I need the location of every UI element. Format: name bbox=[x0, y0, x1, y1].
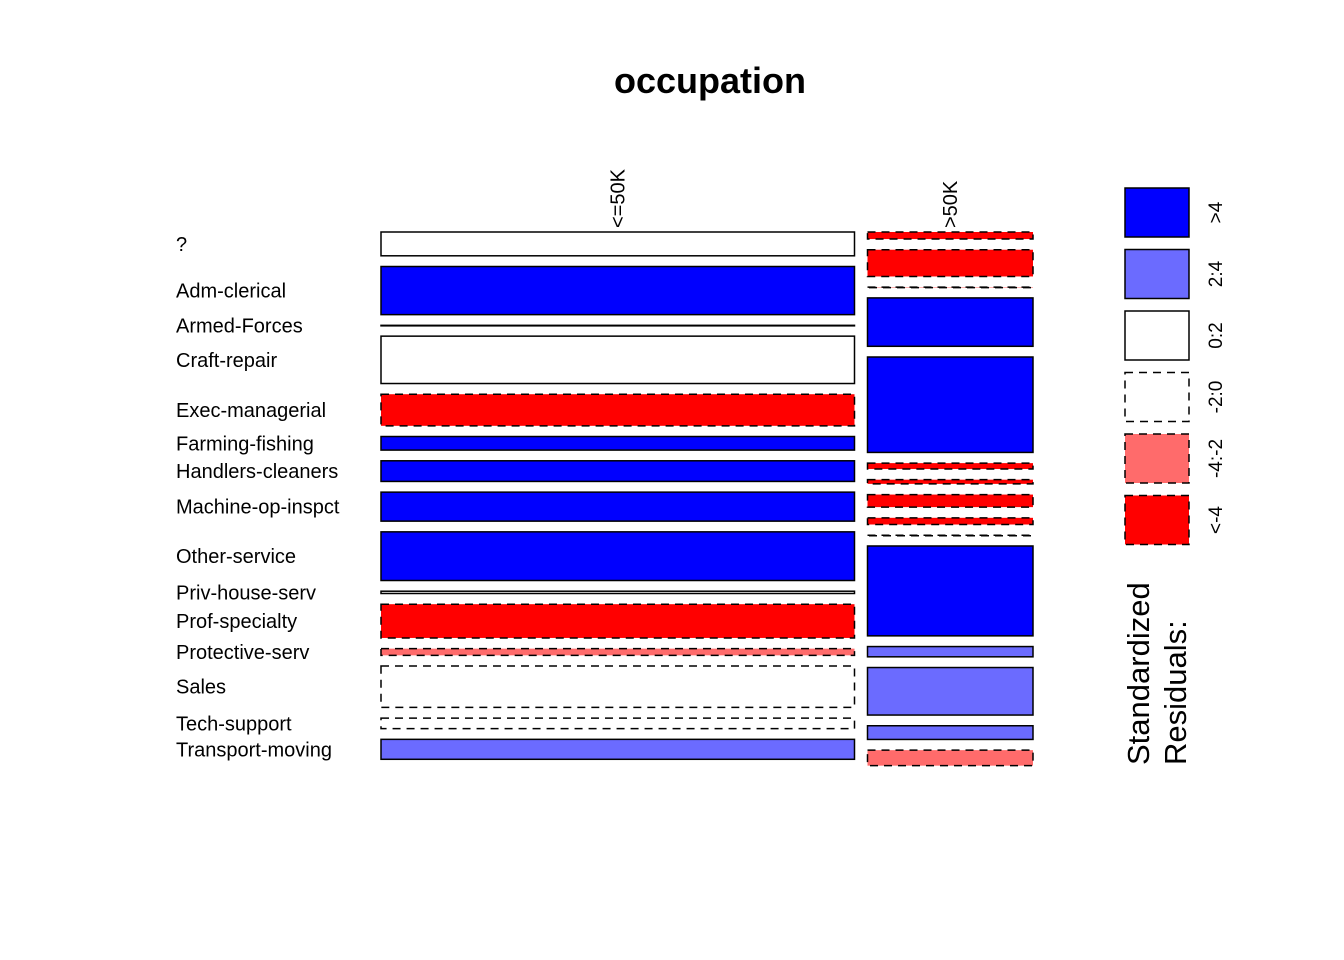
row-label-craft-repair: Craft-repair bbox=[176, 350, 277, 372]
row-label-priv-house-serv: Priv-house-serv bbox=[176, 582, 316, 604]
tile-machine-op-inspct-50k bbox=[380, 491, 856, 522]
tile-exec-managerial-50k bbox=[380, 393, 856, 427]
tile-tech-support-50k bbox=[380, 717, 856, 730]
tile-tech-support-50k bbox=[866, 725, 1034, 741]
tile-transport-moving-50k bbox=[380, 738, 856, 761]
row-label-other-service: Other-service bbox=[176, 546, 296, 568]
legend-swatch-2 bbox=[1124, 310, 1190, 361]
tile--50k bbox=[380, 231, 856, 257]
legend: >4 2:4 0:2 -2:0 -4:-2 <-4 Standardized Residual… bbox=[1121, 187, 1227, 765]
legend-title-line-1: Residuals: bbox=[1158, 620, 1193, 765]
legend-label-5: <-4 bbox=[1206, 506, 1227, 534]
row-label-unknown: ? bbox=[176, 234, 187, 256]
tile-priv-house-serv-50k bbox=[866, 534, 1034, 537]
row-label-tech-support: Tech-support bbox=[176, 713, 292, 735]
tile-protective-serv-50k bbox=[866, 645, 1034, 658]
tile-sales-50k bbox=[380, 665, 856, 709]
legend-swatch-1 bbox=[1124, 248, 1190, 300]
row-label-machine-op-inspct: Machine-op-inspct bbox=[176, 497, 340, 519]
row-label-exec-managerial: Exec-managerial bbox=[176, 400, 326, 422]
row-label-adm-clerical: Adm-clerical bbox=[176, 281, 286, 303]
row-label-farming-fishing: Farming-fishing bbox=[176, 433, 314, 455]
tile-prof-specialty-50k bbox=[866, 545, 1034, 637]
mosaic-tiles bbox=[380, 231, 1034, 767]
legend-label-1: 2:4 bbox=[1206, 260, 1227, 287]
legend-swatch-4 bbox=[1124, 433, 1190, 484]
tile-craft-repair-50k bbox=[380, 335, 856, 385]
tile-other-service-50k bbox=[380, 531, 856, 582]
row-label-sales: Sales bbox=[176, 677, 226, 699]
tile-protective-serv-50k bbox=[380, 647, 856, 657]
tile-exec-managerial-50k bbox=[866, 356, 1034, 454]
chart-title: occupation bbox=[614, 60, 806, 101]
row-label-transport-moving: Transport-moving bbox=[176, 739, 332, 761]
column-label-50k: >50K bbox=[940, 180, 962, 228]
legend-label-0: >4 bbox=[1206, 201, 1227, 223]
legend-label-4: -4:-2 bbox=[1206, 439, 1227, 478]
row-label-protective-serv: Protective-serv bbox=[176, 642, 309, 664]
tile-adm-clerical-50k bbox=[866, 248, 1034, 278]
column-label-50k: <=50K bbox=[608, 168, 630, 228]
tile-farming-fishing-50k bbox=[380, 435, 856, 451]
tile-handlers-cleaners-50k bbox=[866, 478, 1034, 485]
tile-armed-forces-50k bbox=[866, 286, 1034, 289]
tile-prof-specialty-50k bbox=[380, 603, 856, 639]
row-labels: ? Adm-clerical Armed-Forces Craft-repair Exe… bbox=[176, 234, 340, 761]
legend-label-2: 0:2 bbox=[1206, 322, 1227, 348]
legend-swatch-0 bbox=[1124, 187, 1190, 238]
tile-armed-forces-50k bbox=[380, 324, 856, 327]
legend-swatch-5 bbox=[1124, 494, 1190, 546]
row-label-armed-forces: Armed-Forces bbox=[176, 315, 303, 337]
tile-adm-clerical-50k bbox=[380, 265, 856, 316]
row-label-prof-specialty: Prof-specialty bbox=[176, 611, 297, 633]
row-label-handlers-cleaners: Handlers-cleaners bbox=[176, 461, 338, 483]
column-labels: <=50K >50K bbox=[608, 168, 963, 228]
tile--50k bbox=[866, 231, 1034, 240]
tile-priv-house-serv-50k bbox=[380, 590, 856, 595]
legend-title-line-0: Standardized bbox=[1121, 582, 1156, 765]
legend-swatch-3 bbox=[1124, 371, 1190, 423]
tile-other-service-50k bbox=[866, 517, 1034, 526]
tile-craft-repair-50k bbox=[866, 297, 1034, 348]
tile-sales-50k bbox=[866, 666, 1034, 716]
tile-machine-op-inspct-50k bbox=[866, 493, 1034, 508]
tile-farming-fishing-50k bbox=[866, 462, 1034, 470]
legend-label-3: -2:0 bbox=[1206, 381, 1227, 414]
tile-transport-moving-50k bbox=[866, 749, 1034, 767]
tile-handlers-cleaners-50k bbox=[380, 460, 856, 483]
